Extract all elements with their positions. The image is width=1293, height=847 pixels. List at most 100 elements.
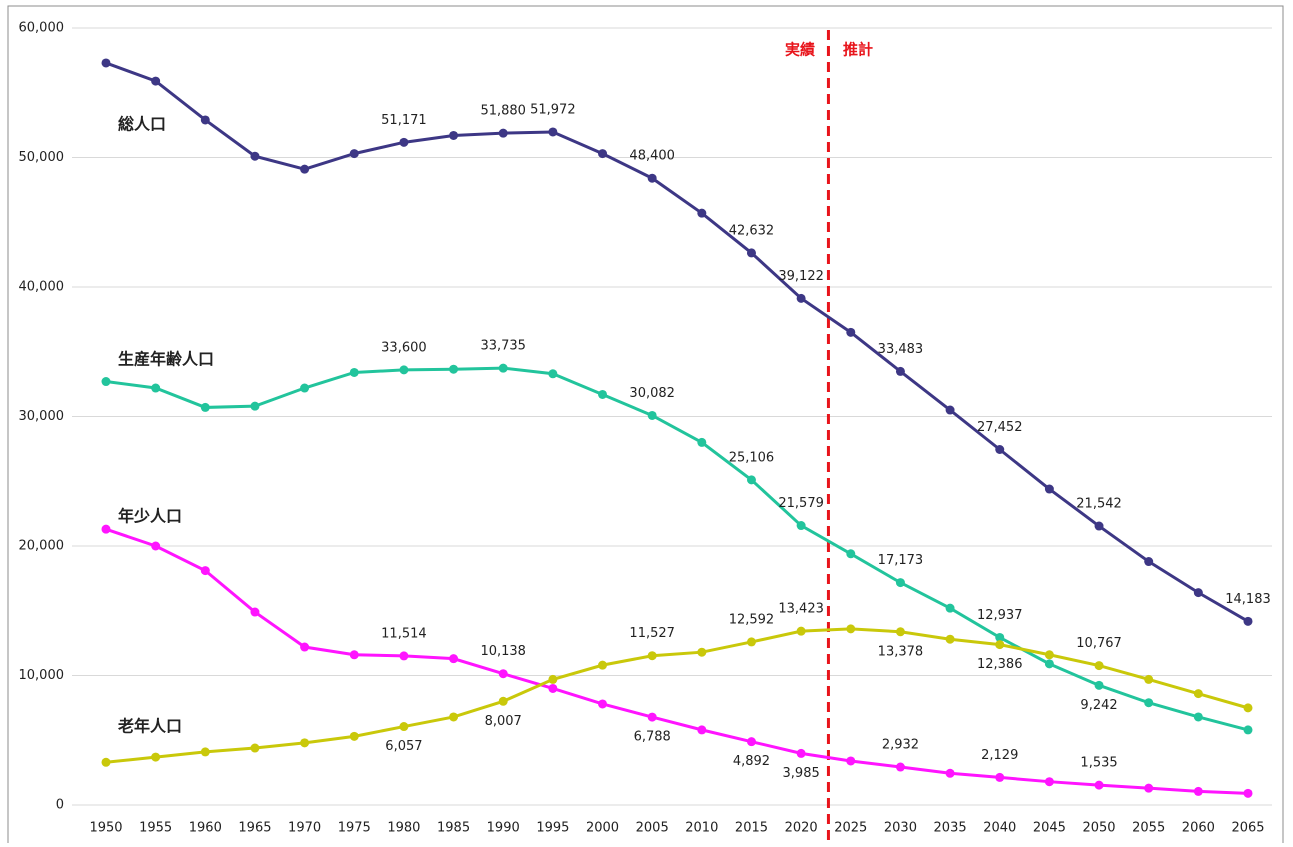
x-tick-label: 1955 bbox=[139, 821, 172, 836]
data-label: 6,788 bbox=[634, 730, 671, 745]
data-label: 14,183 bbox=[1225, 592, 1271, 607]
data-label: 51,972 bbox=[530, 102, 576, 117]
data-point bbox=[1243, 725, 1253, 735]
data-point bbox=[1243, 703, 1253, 713]
data-point bbox=[151, 383, 161, 393]
x-tick-label: 2045 bbox=[1033, 821, 1066, 836]
data-point bbox=[548, 127, 558, 137]
data-point bbox=[349, 149, 359, 159]
data-point bbox=[1044, 484, 1054, 494]
data-point bbox=[101, 757, 111, 767]
data-point bbox=[647, 712, 657, 722]
data-point bbox=[746, 248, 756, 258]
data-point bbox=[846, 549, 856, 559]
data-point bbox=[945, 634, 955, 644]
data-label: 39,122 bbox=[778, 269, 824, 284]
data-point bbox=[598, 660, 608, 670]
data-label: 3,985 bbox=[783, 766, 820, 781]
data-point bbox=[1044, 650, 1054, 660]
data-label: 30,082 bbox=[629, 386, 675, 401]
x-tick-label: 2065 bbox=[1231, 821, 1264, 836]
data-label: 48,400 bbox=[629, 149, 675, 164]
x-tick-label: 2010 bbox=[685, 821, 718, 836]
series-line bbox=[105, 627, 1249, 764]
data-point bbox=[746, 475, 756, 485]
data-point bbox=[895, 366, 905, 376]
annotation-actual: 実績 bbox=[785, 41, 815, 59]
data-point bbox=[1044, 777, 1054, 787]
data-point bbox=[548, 674, 558, 684]
data-point bbox=[300, 738, 310, 748]
annotation-projection: 推計 bbox=[843, 41, 873, 59]
data-point bbox=[300, 164, 310, 174]
data-point bbox=[250, 401, 260, 411]
y-tick-label: 10,000 bbox=[19, 668, 65, 683]
x-tick-label: 2040 bbox=[983, 821, 1016, 836]
data-label: 33,600 bbox=[381, 340, 427, 355]
data-point bbox=[151, 76, 161, 86]
data-label: 1,535 bbox=[1080, 756, 1117, 771]
data-label: 10,767 bbox=[1076, 636, 1122, 651]
data-label: 4,892 bbox=[733, 754, 770, 769]
data-point bbox=[151, 541, 161, 551]
data-point bbox=[1193, 588, 1203, 598]
x-tick-label: 2035 bbox=[934, 821, 967, 836]
data-point bbox=[151, 752, 161, 762]
data-point bbox=[349, 367, 359, 377]
data-label: 11,527 bbox=[629, 626, 675, 641]
data-point bbox=[846, 624, 856, 634]
data-point bbox=[250, 743, 260, 753]
data-point bbox=[746, 737, 756, 747]
data-point bbox=[498, 669, 508, 679]
data-point bbox=[647, 410, 657, 420]
data-point bbox=[697, 208, 707, 218]
data-point bbox=[349, 650, 359, 660]
data-label: 33,483 bbox=[878, 342, 924, 357]
data-point bbox=[250, 607, 260, 617]
data-point bbox=[548, 369, 558, 379]
data-point bbox=[1243, 788, 1253, 798]
data-label: 33,735 bbox=[480, 339, 526, 354]
x-tick-label: 2055 bbox=[1132, 821, 1165, 836]
data-point bbox=[895, 762, 905, 772]
data-point bbox=[746, 637, 756, 647]
x-tick-label: 2015 bbox=[735, 821, 768, 836]
data-label: 9,242 bbox=[1080, 698, 1117, 713]
series-name: 生産年齢人口 bbox=[118, 350, 214, 369]
data-point bbox=[200, 566, 210, 576]
data-point bbox=[697, 647, 707, 657]
y-tick-label: 50,000 bbox=[19, 150, 65, 165]
data-point bbox=[1193, 689, 1203, 699]
data-point bbox=[200, 747, 210, 757]
data-point bbox=[1094, 661, 1104, 671]
data-point bbox=[1243, 616, 1253, 626]
data-point bbox=[846, 756, 856, 766]
data-label: 21,579 bbox=[778, 496, 824, 511]
data-point bbox=[945, 603, 955, 613]
series-line bbox=[105, 61, 1249, 623]
data-point bbox=[399, 651, 409, 661]
x-tick-label: 2050 bbox=[1082, 821, 1115, 836]
data-point bbox=[300, 383, 310, 393]
data-point bbox=[796, 521, 806, 531]
x-tick-label: 2000 bbox=[586, 821, 619, 836]
data-point bbox=[598, 699, 608, 709]
data-point bbox=[647, 173, 657, 183]
data-point bbox=[895, 627, 905, 637]
y-tick-label: 40,000 bbox=[19, 280, 65, 295]
data-label: 17,173 bbox=[878, 553, 924, 568]
series-name: 年少人口 bbox=[118, 507, 182, 526]
x-tick-label: 1965 bbox=[238, 821, 271, 836]
data-label: 10,138 bbox=[480, 644, 526, 659]
data-point bbox=[895, 578, 905, 588]
data-point bbox=[995, 632, 1005, 642]
data-label: 51,880 bbox=[480, 104, 526, 119]
data-point bbox=[598, 149, 608, 159]
x-tick-label: 1950 bbox=[89, 821, 122, 836]
data-point bbox=[498, 696, 508, 706]
data-point bbox=[796, 626, 806, 636]
data-point bbox=[449, 130, 459, 140]
data-point bbox=[1094, 780, 1104, 790]
x-tick-label: 2025 bbox=[834, 821, 867, 836]
